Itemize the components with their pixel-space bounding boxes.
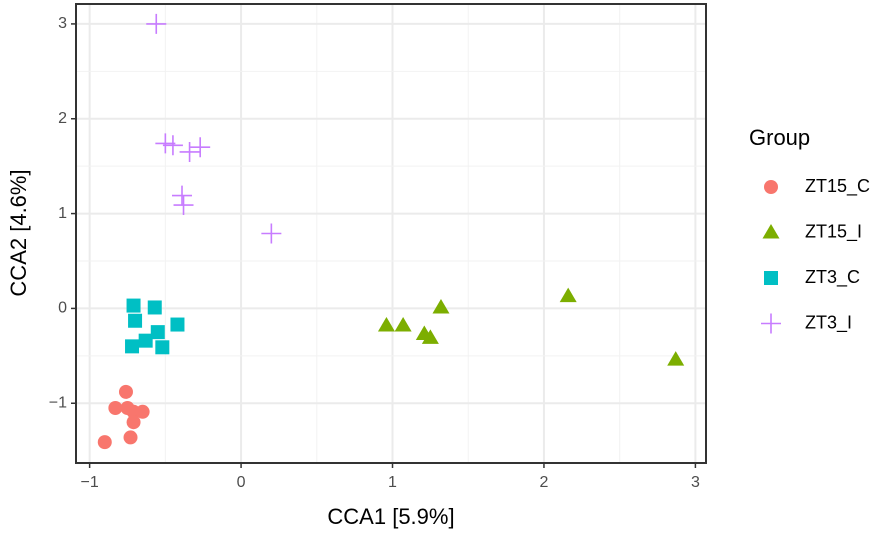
point — [147, 300, 162, 315]
y-tick-label: −1 — [49, 394, 67, 411]
point — [432, 298, 450, 314]
point — [126, 298, 141, 313]
point — [261, 223, 282, 244]
x-axis-title: CCA1 [5.9%] — [327, 504, 454, 529]
points — [97, 13, 685, 450]
legend-label: ZT3_I — [805, 312, 852, 333]
point — [97, 435, 112, 450]
x-tick-label: 1 — [388, 474, 397, 491]
point — [190, 137, 211, 158]
point — [150, 325, 165, 340]
x-tick-label: 3 — [691, 474, 700, 491]
legend-label: ZT15_I — [805, 221, 862, 242]
point — [128, 313, 143, 328]
x-tick-label: 0 — [237, 474, 246, 491]
point — [135, 404, 150, 419]
point — [162, 135, 183, 156]
panel-border — [75, 3, 707, 464]
y-tick-label: 2 — [58, 110, 67, 127]
point — [155, 340, 170, 355]
legend-marker — [764, 180, 778, 194]
y-axis-title: CCA2 [4.6%] — [6, 169, 31, 296]
point — [172, 185, 193, 206]
point — [173, 195, 194, 216]
y-tick-label: 3 — [58, 15, 67, 32]
panel — [76, 4, 706, 463]
grid — [76, 4, 706, 463]
point — [667, 351, 685, 366]
point — [559, 287, 577, 303]
point — [377, 316, 395, 332]
point — [125, 339, 140, 354]
legend-marker — [764, 271, 778, 285]
legend-label: ZT3_C — [805, 267, 860, 288]
point — [126, 415, 141, 430]
point — [155, 133, 176, 154]
y-tick-label: 1 — [58, 205, 67, 222]
point — [108, 400, 123, 415]
legend: ZT15_C ZT15_I ZT3_C ZT3_I — [761, 176, 870, 334]
legend-marker — [761, 313, 781, 334]
point — [394, 316, 412, 332]
x-tick-label: −1 — [81, 474, 99, 491]
point — [118, 384, 133, 399]
legend-marker — [762, 224, 780, 239]
point — [421, 329, 439, 344]
point — [170, 317, 185, 332]
legend-label: ZT15_C — [805, 176, 870, 197]
point — [146, 13, 167, 34]
legend-title: Group — [749, 125, 810, 150]
point — [179, 141, 200, 162]
point — [123, 430, 138, 445]
x-tick-label: 2 — [540, 474, 549, 491]
y-tick-label: 0 — [58, 300, 67, 317]
point — [138, 333, 153, 348]
